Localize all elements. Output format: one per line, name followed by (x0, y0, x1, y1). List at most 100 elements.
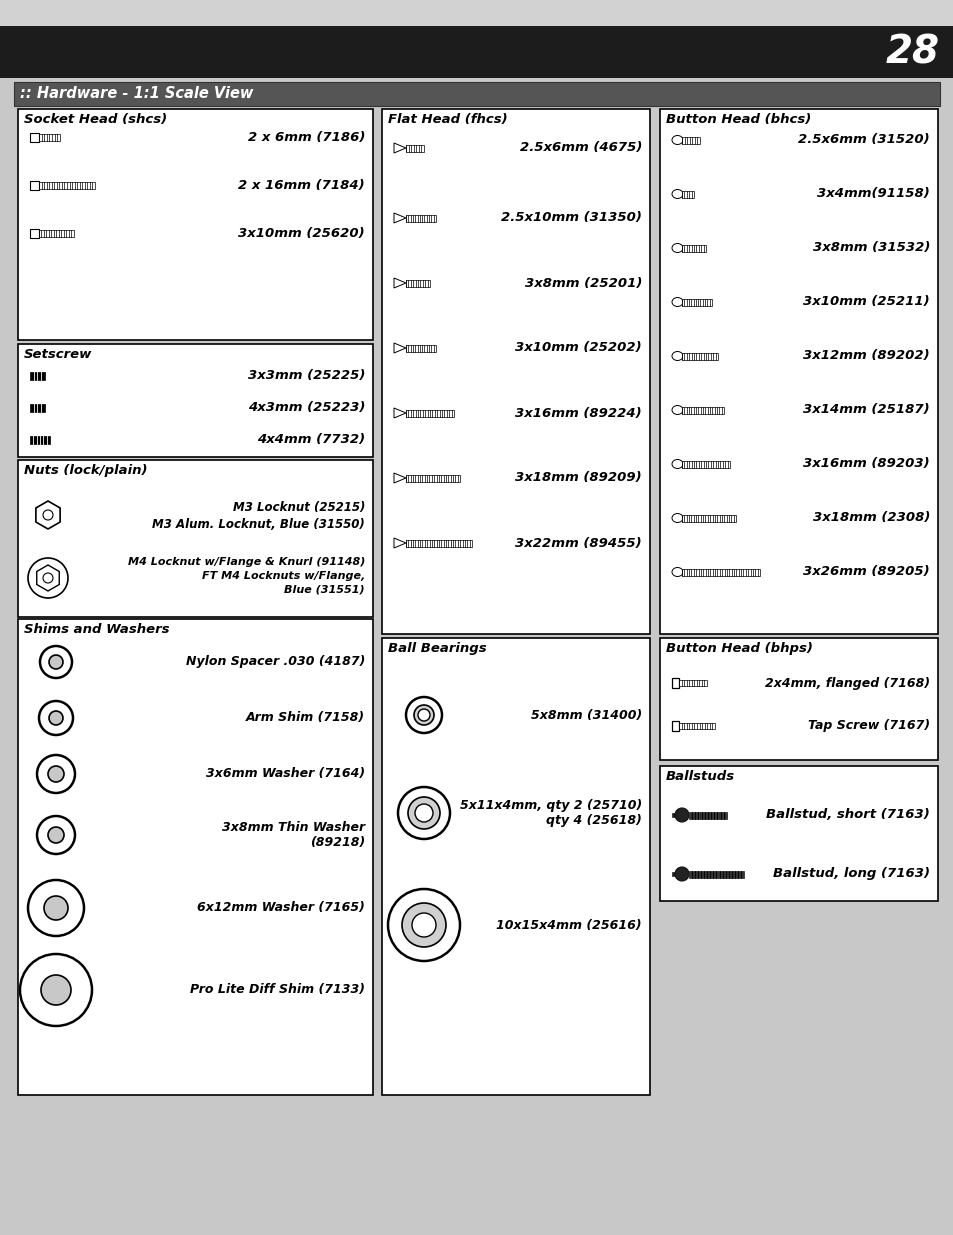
Text: 3x16mm (89203): 3x16mm (89203) (802, 457, 929, 471)
Polygon shape (394, 408, 406, 417)
Bar (406, 410, 454, 416)
Circle shape (39, 701, 73, 735)
Ellipse shape (671, 243, 682, 252)
Bar (30, 372, 45, 380)
Ellipse shape (671, 459, 682, 468)
Bar (30, 180, 39, 189)
Bar (406, 345, 436, 352)
Text: 3x8mm Thin Washer
(89218): 3x8mm Thin Washer (89218) (222, 821, 365, 848)
Circle shape (417, 709, 430, 721)
Circle shape (388, 889, 459, 961)
Ellipse shape (671, 514, 682, 522)
Bar (406, 474, 459, 482)
Circle shape (48, 827, 64, 844)
Circle shape (401, 903, 446, 947)
Ellipse shape (671, 405, 682, 415)
Bar (381, 109, 649, 634)
Text: 3x16mm (89224): 3x16mm (89224) (515, 406, 641, 420)
Text: Shims and Washers: Shims and Washers (24, 622, 170, 636)
Circle shape (406, 697, 441, 734)
Bar (406, 144, 423, 152)
Circle shape (43, 573, 53, 583)
Text: 2 x 6mm (7186): 2 x 6mm (7186) (248, 131, 365, 143)
Circle shape (49, 655, 63, 669)
Ellipse shape (671, 298, 682, 306)
Text: Tap Screw (7167): Tap Screw (7167) (807, 720, 929, 732)
Text: 4x4mm (7732): 4x4mm (7732) (256, 433, 365, 447)
Text: Socket Head (shcs): Socket Head (shcs) (24, 112, 167, 126)
Circle shape (48, 766, 64, 782)
Text: Ballstud, long (7163): Ballstud, long (7163) (772, 867, 929, 881)
Text: 28: 28 (885, 33, 939, 70)
Bar (679, 722, 714, 729)
Bar (39, 182, 95, 189)
Text: 3x10mm (25620): 3x10mm (25620) (238, 226, 365, 240)
Text: 2x4mm, flanged (7168): 2x4mm, flanged (7168) (764, 677, 929, 689)
Text: M4 Locknut w/Flange & Knurl (91148): M4 Locknut w/Flange & Knurl (91148) (128, 557, 365, 567)
Bar (659, 638, 937, 760)
Bar (681, 137, 700, 143)
Text: 3x4mm(91158): 3x4mm(91158) (817, 188, 929, 200)
Bar (681, 461, 729, 468)
Bar (688, 811, 726, 819)
Text: Ballstud, short (7163): Ballstud, short (7163) (765, 809, 929, 821)
Bar (681, 190, 693, 198)
Bar (30, 132, 39, 142)
Text: 3x3mm (25225): 3x3mm (25225) (248, 369, 365, 383)
Bar (30, 436, 50, 445)
Bar (659, 109, 937, 634)
Text: 3x22mm (89455): 3x22mm (89455) (515, 536, 641, 550)
Bar (0, 0, 953, 26)
Polygon shape (394, 143, 406, 153)
Bar (681, 245, 705, 252)
Bar (671, 872, 675, 876)
Polygon shape (36, 501, 60, 529)
Circle shape (40, 646, 71, 678)
Bar (18, 619, 373, 1095)
Bar (18, 345, 373, 457)
Bar (30, 404, 45, 412)
Text: 4x3mm (25223): 4x3mm (25223) (248, 401, 365, 415)
Text: 2.5x6mm (4675): 2.5x6mm (4675) (519, 142, 641, 154)
Text: 3x6mm Washer (7164): 3x6mm Washer (7164) (206, 767, 365, 781)
Bar (659, 766, 937, 902)
Bar (39, 133, 60, 141)
Circle shape (43, 510, 53, 520)
Bar (688, 871, 743, 878)
Text: Nylon Spacer .030 (4187): Nylon Spacer .030 (4187) (186, 656, 365, 668)
Text: FT M4 Locknuts w/Flange,: FT M4 Locknuts w/Flange, (201, 571, 365, 580)
Bar (406, 215, 436, 221)
Text: Button Head (bhcs): Button Head (bhcs) (665, 112, 810, 126)
Bar (671, 678, 679, 688)
Circle shape (41, 974, 71, 1005)
Text: 3x10mm (25202): 3x10mm (25202) (515, 342, 641, 354)
Circle shape (412, 913, 436, 937)
Text: 3x26mm (89205): 3x26mm (89205) (802, 566, 929, 578)
Text: 3x14mm (25187): 3x14mm (25187) (802, 404, 929, 416)
Bar (18, 109, 373, 340)
Ellipse shape (671, 568, 682, 577)
Text: 6x12mm Washer (7165): 6x12mm Washer (7165) (197, 902, 365, 914)
Bar (406, 279, 430, 287)
Text: 2.5x10mm (31350): 2.5x10mm (31350) (500, 211, 641, 225)
Text: M3 Locknut (25215): M3 Locknut (25215) (233, 501, 365, 515)
Text: 3x10mm (25211): 3x10mm (25211) (802, 295, 929, 309)
Bar (681, 406, 723, 414)
Text: Pro Lite Diff Shim (7133): Pro Lite Diff Shim (7133) (190, 983, 365, 997)
Bar (671, 813, 675, 818)
Text: :: Hardware - 1:1 Scale View: :: Hardware - 1:1 Scale View (20, 86, 253, 101)
Bar (30, 228, 39, 237)
Polygon shape (37, 564, 59, 592)
Text: Flat Head (fhcs): Flat Head (fhcs) (388, 112, 507, 126)
Text: 10x15x4mm (25616): 10x15x4mm (25616) (496, 919, 641, 931)
Bar (681, 352, 718, 359)
Bar (681, 515, 735, 521)
Bar (18, 459, 373, 618)
Text: Arm Shim (7158): Arm Shim (7158) (246, 711, 365, 725)
Circle shape (49, 711, 63, 725)
Text: Blue (31551): Blue (31551) (284, 585, 365, 595)
Text: 3x18mm (2308): 3x18mm (2308) (812, 511, 929, 525)
Circle shape (44, 897, 68, 920)
Bar (14, 82, 939, 106)
Text: 3x8mm (25201): 3x8mm (25201) (524, 277, 641, 289)
